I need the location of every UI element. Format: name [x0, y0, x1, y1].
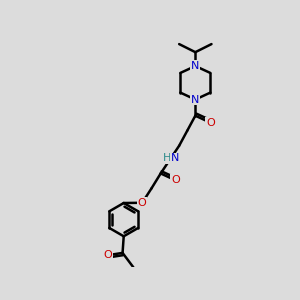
Text: N: N [191, 61, 200, 71]
Text: H: H [163, 153, 171, 164]
Text: N: N [191, 94, 200, 104]
Text: O: O [206, 118, 215, 128]
Text: N: N [171, 153, 179, 164]
Text: O: O [138, 198, 147, 208]
Text: O: O [103, 250, 112, 260]
Text: O: O [171, 176, 180, 185]
